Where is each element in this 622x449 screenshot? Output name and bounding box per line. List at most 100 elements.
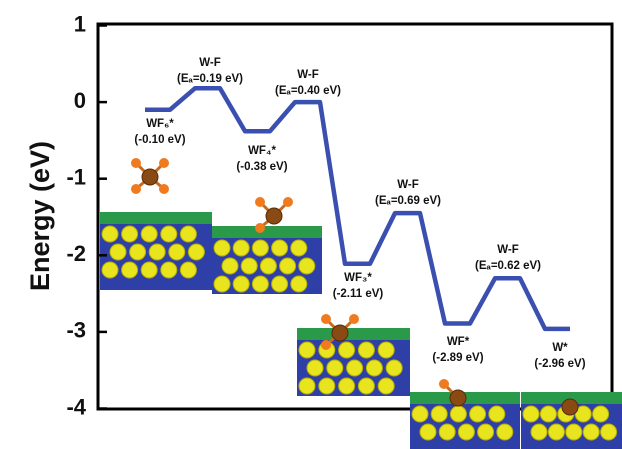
energy-profile [145, 86, 570, 332]
si-atom [488, 405, 506, 423]
si-atom [221, 257, 239, 275]
w-atom [331, 324, 349, 342]
si-atom [232, 239, 250, 257]
si-atom [121, 225, 139, 243]
annotation: W* [552, 342, 568, 354]
si-atom [306, 359, 324, 377]
si-atom [477, 423, 495, 441]
y-tick-label: -1 [66, 165, 86, 190]
si-atom [271, 239, 289, 257]
y-tick-label: -3 [66, 318, 86, 343]
f-atom [321, 340, 331, 350]
annotation: WF₃* [344, 272, 372, 284]
f-atom [439, 379, 449, 389]
si-atom [457, 423, 475, 441]
annotation: (Eₐ=0.40 eV) [275, 85, 341, 97]
si-atom [469, 405, 487, 423]
si-atom [232, 275, 250, 293]
si-atom [140, 225, 158, 243]
si-atom [522, 405, 540, 423]
si-atom [298, 377, 316, 395]
si-atom [496, 423, 514, 441]
si-atom [279, 257, 297, 275]
si-atom [326, 359, 344, 377]
f-atom [131, 184, 141, 194]
si-atom [600, 423, 618, 441]
si-atom [109, 243, 127, 261]
annotation: WF₆* [146, 118, 174, 130]
si-atom [251, 275, 269, 293]
f-atom [349, 314, 359, 324]
y-tick-label: 1 [74, 11, 86, 36]
si-atom [290, 239, 308, 257]
si-atom [121, 261, 139, 279]
f-atom [255, 197, 265, 207]
annotation: W-F [397, 179, 418, 191]
si-atom [213, 239, 231, 257]
si-atom [582, 423, 600, 441]
si-atom [140, 261, 158, 279]
si-atom [357, 341, 375, 359]
annotation: WF₄* [248, 145, 276, 157]
si-atom [179, 261, 197, 279]
f-atom [159, 184, 169, 194]
annotation: (-0.38 eV) [236, 161, 287, 173]
annotation: WF* [447, 336, 470, 348]
si-atom [411, 405, 429, 423]
y-tick-label: -2 [66, 241, 86, 266]
y-axis-label: Energy (eV) [25, 141, 55, 291]
si-atom [240, 257, 258, 275]
slab-surface [521, 392, 622, 404]
w-atom [265, 207, 283, 225]
f-atom [321, 314, 331, 324]
si-atom [160, 225, 178, 243]
si-atom [430, 405, 448, 423]
y-tick-label: -4 [66, 394, 86, 419]
si-atom [419, 423, 437, 441]
si-atom [168, 243, 186, 261]
annotation: W-F [497, 244, 518, 256]
annotation: (Eₐ=0.62 eV) [475, 260, 541, 272]
si-atom [574, 405, 592, 423]
si-atom [213, 275, 231, 293]
si-atom [377, 377, 395, 395]
slab-surface [212, 226, 322, 238]
si-atom [530, 423, 548, 441]
si-atom [129, 243, 147, 261]
annotation: W-F [199, 57, 220, 69]
annotation: (Eₐ=0.19 eV) [177, 73, 243, 85]
w-atom [141, 168, 159, 186]
f-atom [159, 158, 169, 168]
si-atom [259, 257, 277, 275]
si-atom [449, 405, 467, 423]
annotation: (-0.10 eV) [134, 134, 185, 146]
si-atom [298, 257, 316, 275]
si-atom [338, 377, 356, 395]
annotation: (-2.96 eV) [534, 358, 585, 370]
si-atom [592, 405, 610, 423]
si-atom [338, 341, 356, 359]
si-atom [365, 359, 383, 377]
si-atom [187, 243, 205, 261]
si-atom [346, 359, 364, 377]
slab-surface [100, 212, 212, 224]
si-atom [298, 341, 316, 359]
annotation: (Eₐ=0.69 eV) [375, 195, 441, 207]
annotation: (-2.11 eV) [333, 288, 384, 300]
si-atom [565, 423, 583, 441]
si-atom [251, 239, 269, 257]
si-atom [160, 261, 178, 279]
annotation: W-F [297, 69, 318, 81]
si-atom [357, 377, 375, 395]
si-atom [547, 423, 565, 441]
si-atom [438, 423, 456, 441]
si-atom [101, 225, 119, 243]
si-atom [539, 405, 557, 423]
annotation: (-2.89 eV) [432, 352, 483, 364]
si-atom [290, 275, 308, 293]
f-atom [283, 197, 293, 207]
slab-surface [297, 328, 410, 340]
w-atom [449, 389, 467, 407]
f-atom [255, 223, 265, 233]
